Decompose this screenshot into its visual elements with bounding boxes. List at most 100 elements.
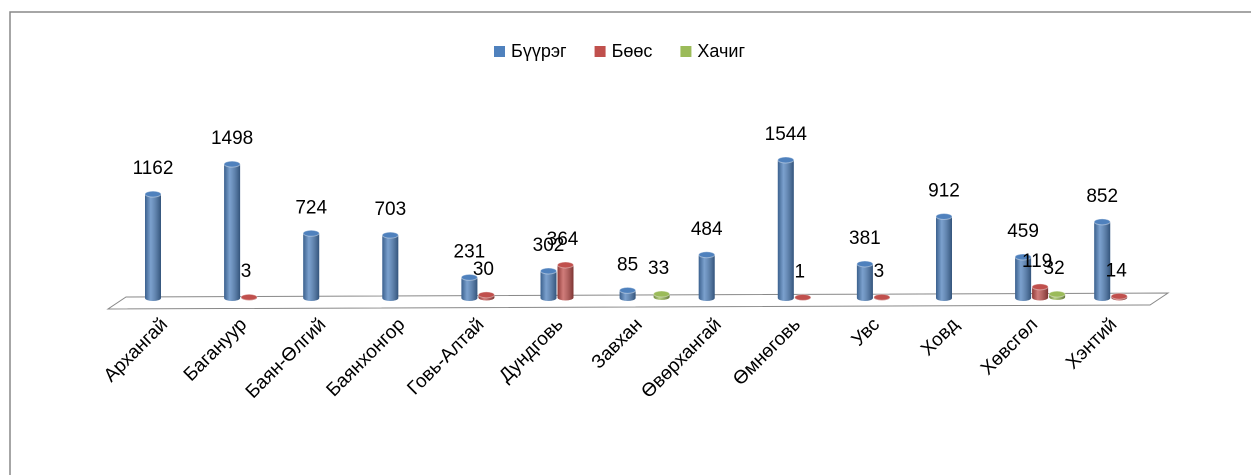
bar xyxy=(698,251,716,301)
bar-shade xyxy=(936,216,952,301)
bar xyxy=(144,190,162,301)
bar-shade xyxy=(698,254,715,301)
value-label: 30 xyxy=(473,259,494,280)
x-tick-label: Увс xyxy=(848,314,884,350)
bar xyxy=(460,273,478,301)
bar xyxy=(873,293,891,301)
bar xyxy=(381,231,399,301)
bar-top xyxy=(1048,290,1066,298)
bar xyxy=(935,212,953,301)
bar-top xyxy=(856,260,874,268)
plot: 1162 Архангай 1498 3 Багануур 724 Баян-Өлгий 70… xyxy=(100,124,1128,403)
bar-shade xyxy=(619,290,636,301)
bar xyxy=(240,293,258,301)
bar-shade xyxy=(856,263,873,301)
bar xyxy=(540,267,557,301)
bar-top xyxy=(460,273,478,281)
bar-top xyxy=(144,190,162,198)
bar xyxy=(1014,253,1032,301)
bar xyxy=(1031,283,1049,301)
value-label: 381 xyxy=(849,228,881,249)
legend-swatch xyxy=(594,46,606,57)
value-label: 724 xyxy=(295,197,327,218)
x-tick-label: Хэнтий xyxy=(1062,314,1121,373)
bar-top xyxy=(1093,218,1111,226)
bar-shade xyxy=(224,164,241,301)
bar-top xyxy=(381,231,399,239)
value-label: 33 xyxy=(648,258,669,279)
bar-top xyxy=(935,212,953,220)
bar-shade xyxy=(461,277,478,301)
bar xyxy=(856,260,874,301)
legend-label: Бүүрэг xyxy=(511,41,567,61)
value-label: 85 xyxy=(617,254,638,275)
x-tick-label: Говь-Алтай xyxy=(403,314,488,399)
bar xyxy=(477,291,495,301)
value-label: 3 xyxy=(241,261,252,282)
bar xyxy=(223,160,241,301)
legend: Бүүрэг Бөөс Хачиг xyxy=(494,41,745,61)
value-label: 302 xyxy=(533,235,565,256)
legend-swatch xyxy=(494,46,505,57)
x-tick-label: Завхан xyxy=(588,314,647,373)
bar xyxy=(557,261,574,301)
bar xyxy=(619,286,637,301)
bar-top xyxy=(302,229,320,237)
floor xyxy=(106,292,1170,310)
bar-top xyxy=(777,156,795,164)
value-label: 119 xyxy=(1022,251,1052,272)
bar-top xyxy=(477,291,495,299)
value-label: 1 xyxy=(795,261,806,282)
bar-shade xyxy=(145,194,161,301)
bar-shade xyxy=(1032,286,1049,301)
value-label: 231 xyxy=(454,241,486,262)
x-tick-label: Баянхонгор xyxy=(323,314,410,401)
bar xyxy=(794,293,812,301)
bar-top xyxy=(223,160,241,168)
bar-top xyxy=(653,290,671,298)
bar-top xyxy=(557,261,574,269)
x-tick-label: Дундговь xyxy=(495,314,568,387)
bar-top xyxy=(1031,283,1049,291)
x-tick-label: Ховд xyxy=(917,314,963,360)
value-label: 852 xyxy=(1086,186,1118,207)
bar-shade xyxy=(303,233,320,301)
value-label: 459 xyxy=(1007,221,1039,242)
bar-shade xyxy=(540,271,557,301)
value-label: 703 xyxy=(374,199,406,220)
bar-shade xyxy=(1015,256,1032,301)
value-label: 1162 xyxy=(133,158,174,179)
legend-label: Хачиг xyxy=(697,41,745,61)
bar-top xyxy=(540,267,557,275)
bar xyxy=(302,229,320,301)
bar-top xyxy=(619,286,637,294)
bar-shade xyxy=(557,264,574,301)
value-label: 1544 xyxy=(765,124,808,145)
bar xyxy=(653,290,671,300)
bar-top xyxy=(1110,292,1128,300)
bar-shade xyxy=(777,160,794,301)
value-label: 32 xyxy=(1044,258,1065,279)
legend-swatch xyxy=(680,46,692,57)
legend-label: Бөөс xyxy=(612,41,653,61)
x-tick-label: Өвөрхангай xyxy=(638,314,726,402)
value-label: 1498 xyxy=(211,128,253,149)
x-tick-label: Баян-Өлгий xyxy=(242,314,331,403)
bar-top xyxy=(1014,253,1032,261)
bar-shade xyxy=(382,235,399,301)
frame xyxy=(9,11,1251,475)
bar xyxy=(1110,292,1128,301)
value-label: 484 xyxy=(691,219,723,240)
bar xyxy=(1093,218,1111,301)
bar-top xyxy=(698,251,716,259)
bar-shade xyxy=(1094,221,1111,301)
x-tick-label: Хөвсгөл xyxy=(977,314,1042,379)
bar xyxy=(777,156,795,301)
x-tick-label: Өмнөговь xyxy=(729,314,805,390)
bar-top xyxy=(873,293,891,301)
bar-top xyxy=(240,293,258,301)
bar-top xyxy=(794,293,812,301)
value-label: 912 xyxy=(928,181,960,202)
value-label: 3 xyxy=(874,261,885,282)
